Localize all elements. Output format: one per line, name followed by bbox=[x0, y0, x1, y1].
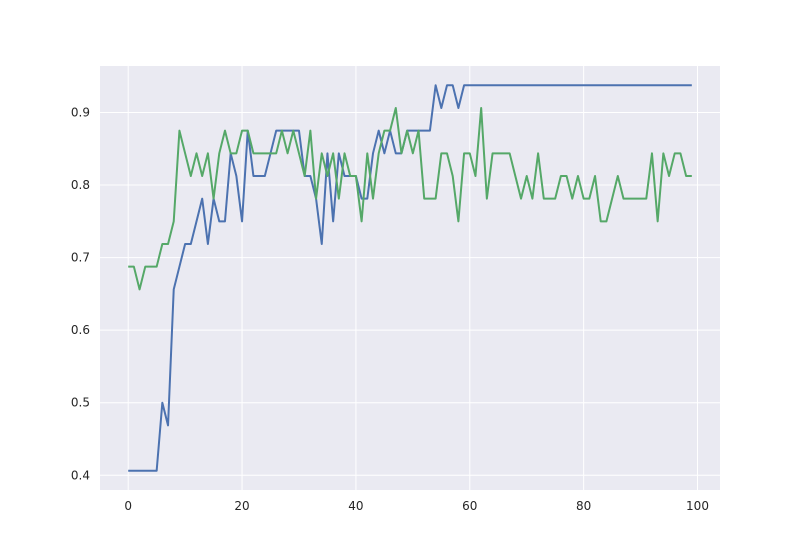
line-series bbox=[128, 106, 692, 291]
x-tick-label: 20 bbox=[234, 499, 249, 513]
y-tick-label: 0.8 bbox=[71, 178, 90, 192]
plot-area bbox=[100, 66, 720, 490]
y-tick-label: 0.6 bbox=[71, 323, 90, 337]
y-tick-label: 0.7 bbox=[71, 251, 90, 265]
line-series bbox=[128, 84, 692, 472]
y-tick-label: 0.9 bbox=[71, 106, 90, 120]
x-tick-label: 100 bbox=[686, 499, 709, 513]
x-tick-label: 60 bbox=[462, 499, 477, 513]
x-tick-label: 0 bbox=[124, 499, 132, 513]
x-tick-label: 40 bbox=[348, 499, 363, 513]
x-tick-label: 80 bbox=[576, 499, 591, 513]
y-tick-label: 0.4 bbox=[71, 468, 90, 482]
y-tick-label: 0.5 bbox=[71, 396, 90, 410]
